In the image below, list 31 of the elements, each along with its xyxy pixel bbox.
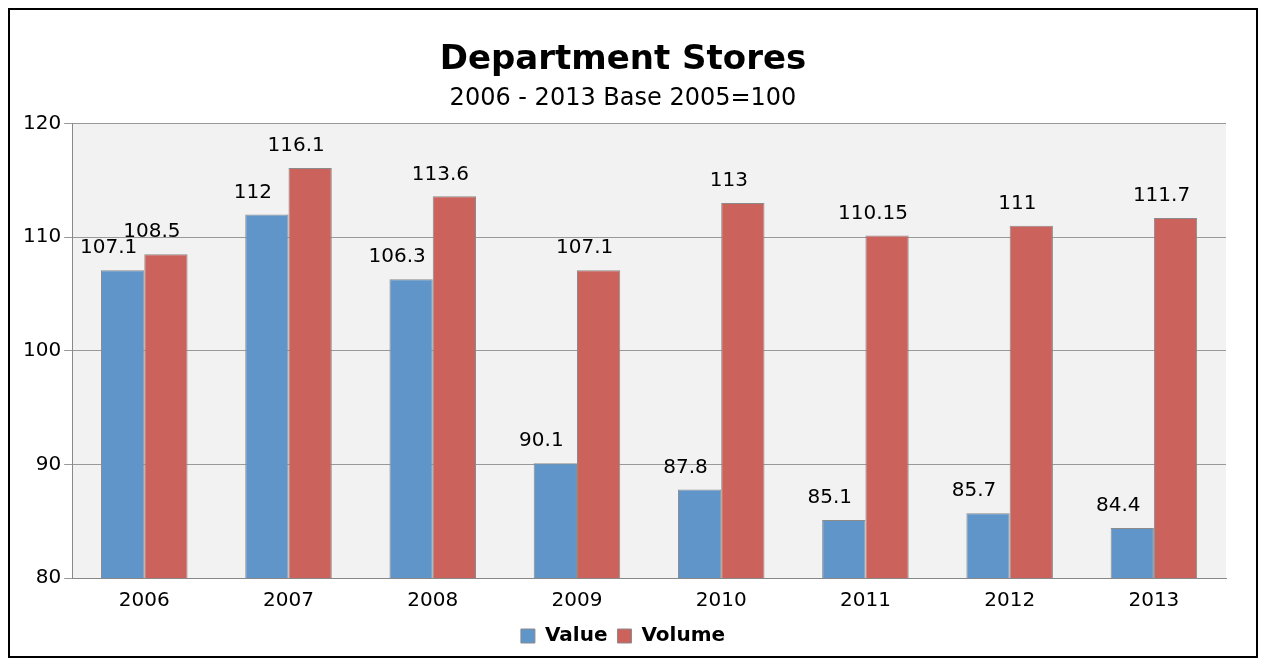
x-tick-label: 2006 [118,587,170,612]
data-label: 113 [709,167,748,192]
data-label: 107.1 [555,234,614,259]
legend-label: Volume [641,622,726,647]
data-label: 85.7 [951,477,997,502]
data-label: 87.8 [663,453,708,478]
data-label: 110.15 [838,199,909,224]
y-tick-label: 100 [22,337,62,361]
chart-title: Department Stores [439,37,807,78]
data-label: 113.6 [411,160,470,185]
data-label: 111 [998,190,1037,215]
data-label: 116.1 [267,132,325,157]
data-label: 90.1 [519,427,564,452]
y-tick-label: 110 [22,223,62,248]
x-tick-label: 2009 [551,587,603,612]
x-tick-label: 2007 [263,587,314,612]
data-label: 84.4 [1095,492,1141,517]
x-tick-label: 2008 [407,587,459,612]
data-label: 85.1 [807,484,853,509]
x-tick-label: 2013 [1128,587,1180,612]
x-tick-label: 2012 [984,587,1036,612]
y-tick-label: 80 [35,564,62,589]
y-tick-label: 90 [35,450,62,475]
x-tick-label: 2010 [695,587,747,612]
legend-label: Value [544,622,608,647]
data-label: 106.3 [368,243,426,268]
y-tick-label: 120 [22,109,62,134]
x-tick-label: 2011 [839,587,891,612]
chart-subtitle: 2006 - 2013 Base 2005=100 [449,83,797,112]
data-label: 112 [233,178,272,203]
data-label: 111.7 [1132,182,1191,207]
